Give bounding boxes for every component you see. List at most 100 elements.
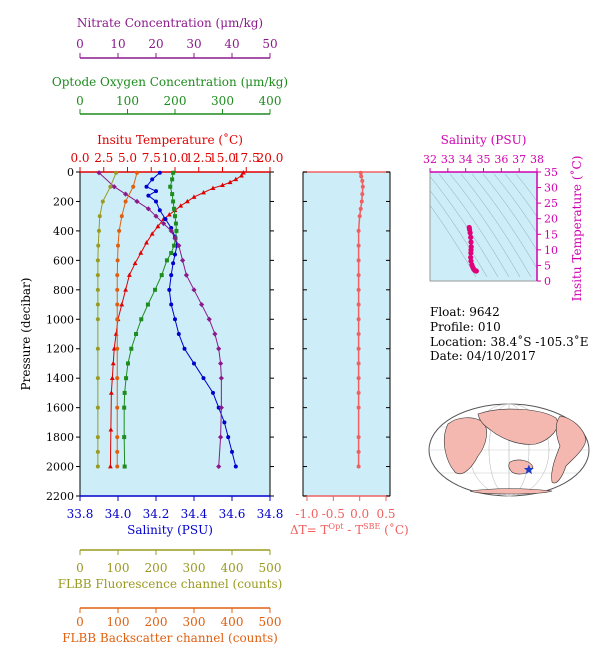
delta-t-point [357,450,361,454]
delta-t-point [357,244,361,248]
delta-t-title-part: Opt [329,522,345,531]
oxygen-point [170,192,174,196]
backscatter-point [115,303,119,307]
oxygen-point [172,244,176,248]
oxygen-point [174,222,178,226]
pressure-tick-label: 1600 [46,402,74,415]
delta-t-point [357,435,361,439]
oxygen-point [169,251,173,255]
delta-t-point [360,199,364,203]
backscatter-tick-label: 400 [221,615,244,629]
ts-y-tick-label: 5 [544,259,551,272]
oxygen-point [165,258,169,262]
delta-t-point [357,317,361,321]
delta-t-point [357,391,361,395]
ts-x-tick-label: 37 [512,153,526,166]
salinity-point [173,317,177,321]
pressure-tick-label: 200 [53,195,74,208]
delta-t-tick-label: -1.0 [295,507,318,521]
temperature-tick-label: 5.0 [118,151,137,165]
pressure-tick-label: 400 [53,225,74,238]
salinity-point [145,185,149,189]
fluorescence-tick-label: 100 [107,561,130,575]
delta-t-tick-label: 0.5 [376,507,395,521]
delta-t-point [360,179,364,183]
temperature-tick-label: 2.5 [94,151,113,165]
oxygen-point [160,273,164,277]
fluorescence-point [96,317,100,321]
ts-x-tick-label: 33 [441,153,455,166]
fluorescence-point [96,465,100,469]
backscatter-point [115,450,119,454]
oxygen-point [123,391,127,395]
backscatter-axis-title: FLBB Backscatter channel (counts) [62,631,278,645]
backscatter-point [115,465,119,469]
nitrate-axis-title: Nitrate Concentration (μm/kg) [77,16,263,30]
delta-t-point [357,361,361,365]
oxygen-point [168,185,172,189]
salinity-point [211,391,215,395]
delta-t-point [360,192,364,196]
salinity-point [164,217,168,221]
pressure-tick-label: 600 [53,254,74,267]
continent-antarctica [470,489,552,494]
fluorescence-point [96,347,100,351]
backscatter-point [115,273,119,277]
delta-t-title-part: - T [343,523,363,537]
salinity-axis-title: Salinity (PSU) [127,523,213,537]
oxygen-point [134,332,138,336]
temperature-tick-label: 20.0 [257,151,284,165]
ts-x-axis-title: Salinity (PSU) [441,133,527,147]
ts-x-tick-label: 34 [459,153,473,166]
fluorescence-point [98,214,102,218]
salinity-point [230,450,234,454]
salinity-point [177,332,181,336]
oxygen-point [122,435,126,439]
fluorescence-point [96,406,100,410]
oxygen-point [172,207,176,211]
backscatter-point [115,347,119,351]
backscatter-point [115,435,119,439]
fluorescence-point [96,288,100,292]
profile-plot-background [80,172,270,496]
nitrate-tick-label: 40 [224,37,239,51]
float-info: Float: 9642 Profile: 010 Location: 38.4˚… [430,305,588,363]
salinity-point [158,208,162,212]
temperature-tick-label: 15.0 [209,151,236,165]
ts-x-tick-label: 36 [494,153,508,166]
info-location: Location: 38.4˚S -105.3˚E [430,334,588,349]
delta-t-point [357,258,361,262]
salinity-point [183,347,187,351]
info-date: Date: 04/10/2017 [430,349,536,363]
ts-y-axis-title: Insitu Temperature (˚C) [569,156,584,302]
temperature-tick-label: 0.0 [70,151,89,165]
backscatter-point [117,229,121,233]
oxygen-point [171,171,175,175]
salinity-point [222,420,226,424]
salinity-point [226,435,230,439]
backscatter-tick-label: 100 [107,615,130,629]
delta-t-point [357,303,361,307]
pressure-tick-label: 2200 [46,490,74,503]
delta-t-title-part: SBE [363,522,380,531]
salinity-tick-label: 34.4 [181,507,208,521]
backscatter-tick-label: 500 [259,615,282,629]
fluorescence-point [96,450,100,454]
delta-t-point [359,174,363,178]
fluorescence-tick-label: 0 [76,561,84,575]
backscatter-tick-label: 200 [145,615,168,629]
delta-t-point [357,376,361,380]
salinity-point [169,303,173,307]
fluorescence-tick-label: 200 [145,561,168,575]
backscatter-point [115,406,119,410]
ts-point [468,230,473,235]
fluorescence-point [97,229,101,233]
oxygen-point [126,361,130,365]
ts-x-tick-label: 38 [530,153,544,166]
pressure-axis-label: Pressure (decibar) [19,278,33,391]
oxygen-axis-title: Optode Oxygen Concentration (μm/kg) [52,75,288,89]
ts-y-tick-label: 35 [544,166,558,179]
